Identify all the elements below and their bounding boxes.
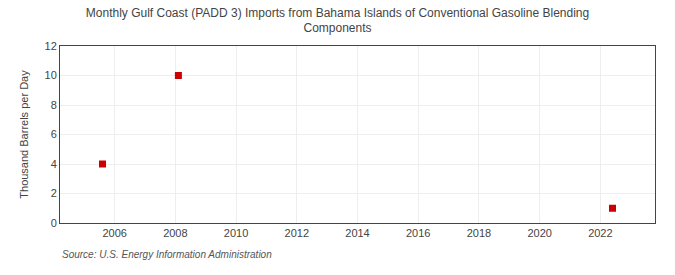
svg-text:6: 6 [51, 128, 57, 140]
svg-text:2008: 2008 [163, 227, 187, 239]
svg-text:2006: 2006 [102, 227, 126, 239]
svg-text:Thousand Barrels per Day: Thousand Barrels per Day [18, 70, 30, 199]
svg-text:2: 2 [51, 187, 57, 199]
svg-text:2014: 2014 [345, 227, 369, 239]
svg-text:8: 8 [51, 99, 57, 111]
svg-text:10: 10 [45, 69, 57, 81]
svg-text:2010: 2010 [224, 227, 248, 239]
svg-text:2020: 2020 [527, 227, 551, 239]
svg-text:2016: 2016 [406, 227, 430, 239]
svg-text:2022: 2022 [588, 227, 612, 239]
svg-text:Monthly Gulf Coast (PADD 3) Im: Monthly Gulf Coast (PADD 3) Imports from… [86, 6, 589, 36]
svg-text:4: 4 [51, 158, 57, 170]
svg-text:0: 0 [51, 217, 57, 229]
svg-text:2018: 2018 [467, 227, 491, 239]
svg-text:12: 12 [45, 40, 57, 52]
svg-text:Source: U.S. Energy Informatio: Source: U.S. Energy Information Administ… [62, 249, 272, 260]
svg-text:2012: 2012 [285, 227, 309, 239]
